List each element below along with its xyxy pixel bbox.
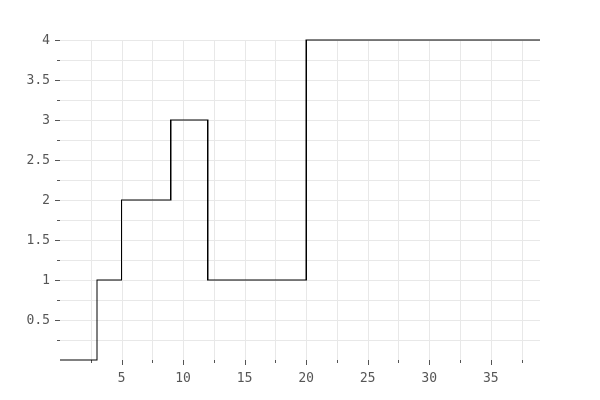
y-tick-label: 4 (42, 33, 50, 48)
x-tick-label: 20 (298, 371, 314, 386)
y-tick-label: 2 (42, 193, 50, 208)
y-tick-label: 1 (42, 273, 50, 288)
step-series-line (60, 39, 540, 361)
y-tick-label: 2.5 (27, 153, 50, 168)
x-tick-label: 30 (421, 371, 437, 386)
y-tick-label: 1.5 (27, 233, 50, 248)
y-tick-label: 0.5 (27, 313, 50, 328)
x-tick-label: 10 (175, 371, 191, 386)
axes (55, 40, 523, 365)
y-tick-label: 3 (42, 113, 50, 128)
x-tick-label: 25 (360, 371, 376, 386)
x-tick-label: 5 (118, 371, 126, 386)
x-tick-label: 35 (483, 371, 499, 386)
y-tick-label: 3.5 (27, 73, 50, 88)
tick-labels: 5 10 15 20 25 30 35 0.5 1 1.5 2 2.5 3 3.5 4 (27, 33, 499, 386)
x-tick-label: 15 (237, 371, 253, 386)
grid (60, 40, 540, 360)
series (60, 39, 540, 361)
